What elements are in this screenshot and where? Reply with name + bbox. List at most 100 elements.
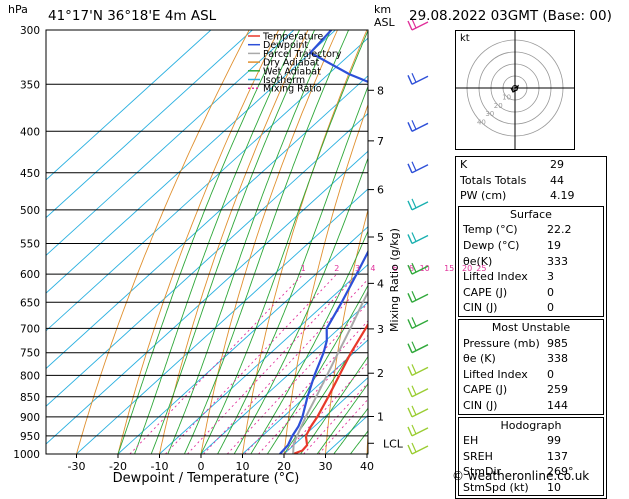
wind-barb-flag — [408, 445, 412, 454]
wind-barb-flag — [408, 388, 412, 397]
index-label: θe(K) — [463, 254, 492, 270]
asl-label: ASL — [374, 16, 396, 29]
index-row: PW (cm) 4.19 — [456, 188, 606, 204]
index-label: Pressure (mb) — [463, 336, 540, 352]
index-value: 3 — [547, 269, 599, 285]
index-row: CAPE (J)0 — [459, 285, 603, 301]
km-tick-label: 5 — [377, 231, 384, 244]
wind-barb-flag — [412, 364, 416, 373]
index-value: 338 — [547, 351, 599, 367]
wind-barb-flag — [412, 386, 416, 395]
pressure-tick-label: 550 — [20, 238, 40, 250]
index-label: EH — [463, 433, 478, 449]
index-value: 19 — [547, 238, 599, 254]
index-row: CAPE (J)259 — [459, 382, 603, 398]
pressure-tick-label: 400 — [20, 126, 40, 138]
mixing-ratio-label: 4 — [370, 264, 375, 273]
km-label: km — [374, 3, 391, 16]
mixing-ratio-label: 2 — [334, 264, 339, 273]
wind-barb-flag — [412, 425, 416, 434]
pressure-tick-label: 1000 — [13, 449, 40, 461]
index-label: Lifted Index — [463, 269, 528, 285]
wind-barb-flag — [408, 344, 412, 353]
wind-barb-flag — [412, 199, 416, 208]
index-label: PW (cm) — [460, 188, 506, 204]
pressure-tick-label: 600 — [20, 269, 40, 281]
station-location: 41°17'N 36°18'E 4m ASL — [48, 8, 216, 24]
index-label: Lifted Index — [463, 367, 528, 383]
hodograph-ring-label: 20 — [494, 102, 503, 110]
index-row: Pressure (mb) 985 — [459, 336, 603, 352]
pressure-tick-label: 700 — [20, 323, 40, 335]
index-value: 333 — [547, 254, 599, 270]
hodograph-ring-label: 30 — [485, 110, 494, 118]
index-value: 137 — [547, 449, 599, 465]
pressure-tick-label: 500 — [20, 205, 40, 217]
index-label: Temp (°C) — [463, 222, 518, 238]
wind-barb-flag — [412, 73, 416, 82]
index-row: Lifted Index 0 — [459, 367, 603, 383]
valid-datetime: 29.08.2022 03GMT (Base: 00) — [409, 8, 612, 24]
mixing-ratio-label: 1 — [301, 264, 306, 273]
index-value: 44 — [550, 173, 602, 189]
index-label: θe (K) — [463, 351, 496, 367]
credit-text: © weatheronline.co.uk — [452, 469, 589, 483]
wind-barb-flag — [412, 342, 416, 351]
wind-barb-flag — [412, 317, 416, 326]
index-value: 0 — [547, 285, 599, 301]
index-label: CIN (J) — [463, 300, 497, 316]
index-row: Dewp (°C) 19 — [459, 238, 603, 254]
wind-barb-flag — [412, 232, 416, 241]
legend-label: Mixing Ratio — [263, 84, 322, 95]
x-tick-label: 30 — [319, 460, 333, 473]
wind-barb-flag — [408, 366, 412, 375]
index-label: CIN (J) — [463, 398, 497, 414]
x-axis-title: Dewpoint / Temperature (°C) — [113, 471, 300, 486]
most-unstable-title: Most Unstable — [459, 320, 603, 336]
pressure-tick-label: 900 — [20, 412, 40, 424]
pressure-tick-label: 300 — [20, 25, 40, 37]
index-value: 259 — [547, 382, 599, 398]
index-row: Temp (°C)22.2 — [459, 222, 603, 238]
mixing-ratio-line — [204, 274, 373, 454]
wind-barb-flag — [412, 291, 416, 300]
hodograph-params-title: Hodograph — [459, 418, 603, 434]
wind-barb-flag — [408, 408, 412, 417]
wind-barb-flag — [408, 75, 412, 84]
wind-barb-flag — [408, 234, 412, 243]
surface-title: Surface — [459, 207, 603, 223]
dry-adiabat — [604, 18, 629, 454]
mixing-ratio-label: 15 — [444, 264, 454, 273]
pressure-tick-label: 800 — [20, 370, 40, 382]
x-tick-label: -30 — [68, 460, 86, 473]
hpa-label: hPa — [8, 3, 28, 16]
index-value: 4.19 — [550, 188, 602, 204]
pressure-tick-label: 750 — [20, 348, 40, 360]
wind-barb-flag — [412, 406, 416, 415]
index-row: CIN (J)0 — [459, 300, 603, 316]
wind-barb-flag — [408, 319, 412, 328]
wind-barb-flag — [412, 162, 416, 171]
index-value: 0 — [547, 367, 599, 383]
hodograph-ring-label: 40 — [477, 119, 486, 127]
index-label: Dewp (°C) — [463, 238, 519, 254]
km-tick-label: 3 — [377, 323, 384, 336]
index-value: 99 — [547, 433, 599, 449]
index-row: θe (K) 338 — [459, 351, 603, 367]
index-value: 985 — [547, 336, 599, 352]
km-tick-label: 4 — [377, 277, 384, 290]
index-row: EH 99 — [459, 433, 603, 449]
mixing-ratio-line — [285, 274, 450, 454]
km-tick-label: 6 — [377, 184, 384, 197]
km-tick-label: 1 — [377, 411, 384, 424]
hodograph-unit: kt — [460, 33, 470, 44]
pressure-tick-label: 850 — [20, 392, 40, 404]
